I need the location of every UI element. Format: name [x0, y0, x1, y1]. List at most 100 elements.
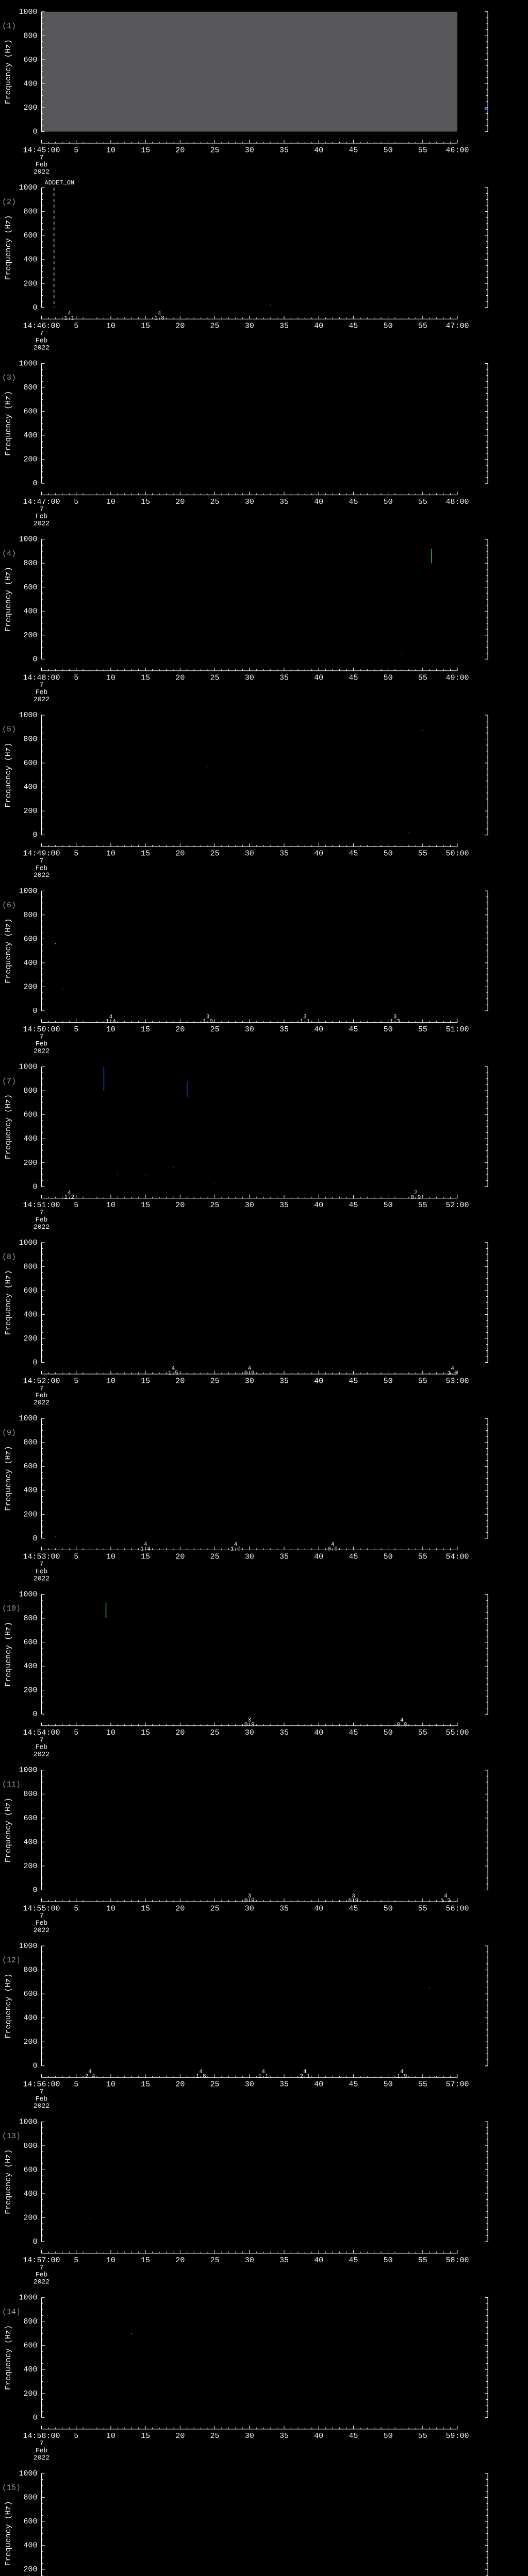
- svg-text:1000: 1000: [19, 1766, 37, 1775]
- svg-text:58:00: 58:00: [446, 2256, 469, 2265]
- svg-text:50: 50: [384, 2080, 393, 2089]
- svg-text:50: 50: [384, 322, 393, 331]
- svg-text:30: 30: [245, 1904, 254, 1913]
- svg-text:5: 5: [74, 322, 78, 331]
- svg-text:30: 30: [245, 673, 254, 682]
- svg-text:30: 30: [245, 2080, 254, 2089]
- svg-text:25: 25: [210, 850, 220, 858]
- svg-text:7: 7: [40, 857, 44, 865]
- svg-text:Frequency (Hz): Frequency (Hz): [4, 2501, 13, 2566]
- svg-text:52:00: 52:00: [446, 1201, 469, 1210]
- svg-text:1000: 1000: [19, 1414, 37, 1423]
- svg-text:5: 5: [74, 850, 78, 858]
- svg-text:7: 7: [40, 681, 44, 689]
- svg-text:Feb: Feb: [36, 513, 47, 520]
- svg-text:1000: 1000: [19, 1590, 37, 1599]
- svg-text:35: 35: [279, 2256, 289, 2265]
- svg-text:Frequency (Hz): Frequency (Hz): [4, 567, 13, 632]
- svg-text:40: 40: [314, 498, 323, 506]
- svg-text:10: 10: [106, 146, 116, 155]
- svg-text:55: 55: [418, 1377, 427, 1385]
- svg-text:2022: 2022: [34, 1047, 50, 1055]
- svg-text:800: 800: [23, 1438, 37, 1447]
- svg-text:800: 800: [23, 559, 37, 568]
- svg-text:Frequency (Hz): Frequency (Hz): [4, 1446, 13, 1511]
- svg-text:50: 50: [384, 146, 393, 155]
- svg-text:Feb: Feb: [36, 1392, 47, 1399]
- svg-text:Frequency (Hz): Frequency (Hz): [4, 391, 13, 456]
- svg-text:30: 30: [245, 498, 254, 506]
- svg-text:40: 40: [314, 146, 323, 155]
- svg-text:10: 10: [106, 2080, 116, 2089]
- svg-text:15: 15: [141, 2432, 150, 2441]
- svg-text:600: 600: [23, 1111, 37, 1120]
- svg-text:15: 15: [141, 1553, 150, 1562]
- svg-text:35: 35: [279, 1553, 289, 1562]
- svg-text:15: 15: [141, 146, 150, 155]
- svg-text:600: 600: [23, 2165, 37, 2174]
- svg-text:2022: 2022: [34, 168, 50, 176]
- svg-text:35: 35: [279, 1377, 289, 1385]
- svg-text:1000: 1000: [19, 1063, 37, 1072]
- svg-text:200: 200: [23, 1686, 37, 1695]
- svg-text:30: 30: [245, 1728, 254, 1737]
- svg-text:50: 50: [384, 850, 393, 858]
- svg-text:25: 25: [210, 322, 220, 331]
- svg-text:(7): (7): [2, 1077, 16, 1086]
- svg-text:800: 800: [23, 1087, 37, 1095]
- svg-text:5: 5: [74, 1904, 78, 1913]
- svg-text:0: 0: [32, 1182, 37, 1191]
- svg-text:5: 5: [74, 2080, 78, 2089]
- svg-text:600: 600: [23, 231, 37, 240]
- svg-text:50: 50: [384, 1728, 393, 1737]
- svg-text:0: 0: [32, 479, 37, 488]
- svg-text:(1): (1): [2, 22, 16, 31]
- svg-text:1000: 1000: [19, 1239, 37, 1247]
- svg-text:Frequency (Hz): Frequency (Hz): [4, 1798, 13, 1862]
- svg-text:1000: 1000: [19, 2469, 37, 2478]
- svg-text:800: 800: [23, 383, 37, 392]
- svg-text:5: 5: [74, 2256, 78, 2265]
- svg-text:50: 50: [384, 673, 393, 682]
- svg-text:57:00: 57:00: [446, 2080, 469, 2089]
- svg-text:5: 5: [74, 1728, 78, 1737]
- svg-text:20: 20: [175, 146, 185, 155]
- svg-text:0: 0: [32, 1886, 37, 1894]
- svg-text:25: 25: [210, 498, 220, 506]
- svg-text:400: 400: [23, 256, 37, 264]
- svg-text:45: 45: [349, 1904, 358, 1913]
- svg-text:5: 5: [74, 1201, 78, 1210]
- svg-text:40: 40: [314, 1553, 323, 1562]
- svg-text:55: 55: [418, 2432, 427, 2441]
- svg-text:Feb: Feb: [36, 1040, 47, 1048]
- svg-text:5: 5: [74, 673, 78, 682]
- svg-text:7: 7: [40, 1209, 44, 1216]
- svg-text:20: 20: [175, 1553, 185, 1562]
- svg-text:45: 45: [349, 673, 358, 682]
- svg-text:200: 200: [23, 1159, 37, 1167]
- svg-text:1000: 1000: [19, 887, 37, 895]
- svg-text:20: 20: [175, 2080, 185, 2089]
- svg-text:2022: 2022: [34, 1751, 50, 1758]
- svg-text:(3): (3): [2, 374, 16, 382]
- svg-text:40: 40: [314, 1201, 323, 1210]
- svg-text:45: 45: [349, 1377, 358, 1385]
- svg-text:40: 40: [314, 2432, 323, 2441]
- svg-text:35: 35: [279, 1201, 289, 1210]
- svg-text:200: 200: [23, 1862, 37, 1871]
- svg-text:400: 400: [23, 1662, 37, 1671]
- svg-text:40: 40: [314, 673, 323, 682]
- svg-text:Frequency (Hz): Frequency (Hz): [4, 1622, 13, 1687]
- svg-text:45: 45: [349, 2080, 358, 2089]
- svg-text:Feb: Feb: [36, 688, 47, 696]
- svg-text:2022: 2022: [34, 1223, 50, 1231]
- svg-text:59:00: 59:00: [446, 2432, 469, 2441]
- svg-text:30: 30: [245, 146, 254, 155]
- svg-text:2022: 2022: [34, 2102, 50, 2110]
- svg-text:Feb: Feb: [36, 2271, 47, 2279]
- svg-text:7: 7: [40, 1736, 44, 1744]
- svg-text:Frequency (Hz): Frequency (Hz): [4, 742, 13, 807]
- svg-text:0: 0: [32, 1007, 37, 1015]
- svg-text:15: 15: [141, 1904, 150, 1913]
- svg-text:55: 55: [418, 1201, 427, 1210]
